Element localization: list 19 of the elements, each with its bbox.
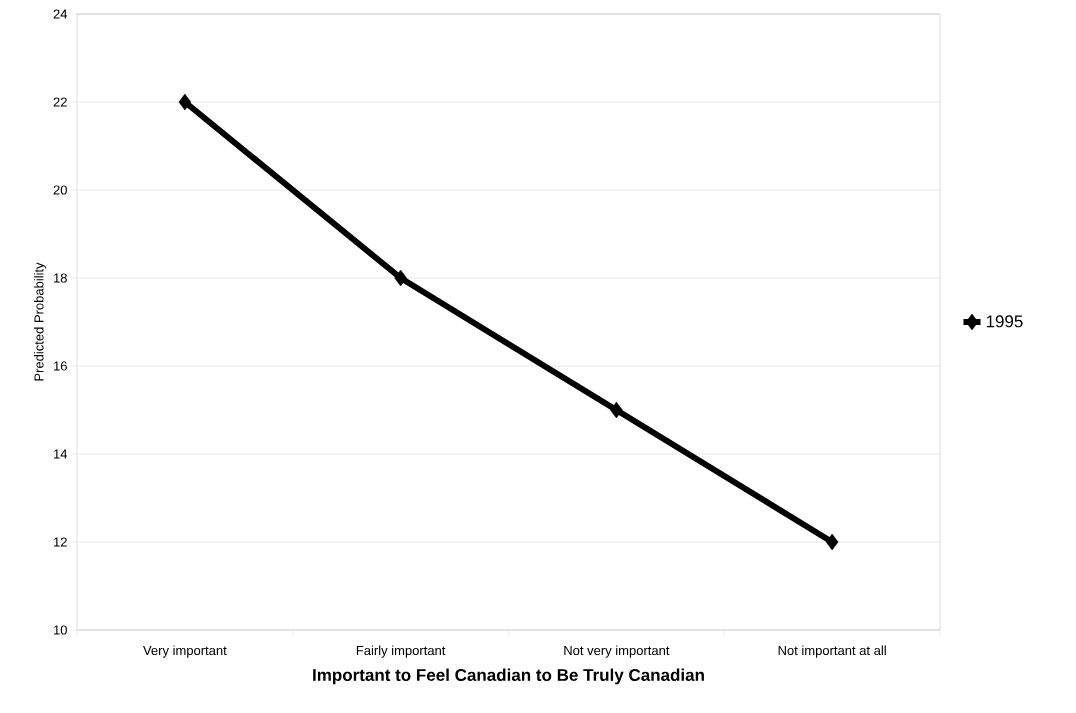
y-tick-label: 16 [54, 361, 67, 371]
x-tick-label: Not very important [564, 645, 670, 658]
y-tick-label: 20 [53, 185, 67, 195]
y-tick-label: 14 [54, 449, 68, 459]
point [394, 269, 407, 287]
y-tick-label: 24 [53, 9, 68, 19]
legend-label: 1995 [986, 315, 1023, 328]
x-tick-label: Fairly important [356, 645, 446, 658]
y-tick-label: 22 [53, 97, 67, 107]
y-tick-label: 12 [54, 537, 67, 547]
x-tick-label: Not important at all [778, 645, 886, 658]
y-axis-title: Predicted Probability [34, 262, 47, 381]
point [825, 533, 839, 551]
x-axis-title: Important to Feel Canadian to Be Truly Canadian [313, 668, 704, 685]
point [178, 93, 192, 111]
y-tick-label: 10 [54, 625, 67, 635]
y-tick-label: 18 [54, 273, 67, 283]
x-tick-label: Very important [143, 645, 227, 658]
point [610, 401, 623, 419]
